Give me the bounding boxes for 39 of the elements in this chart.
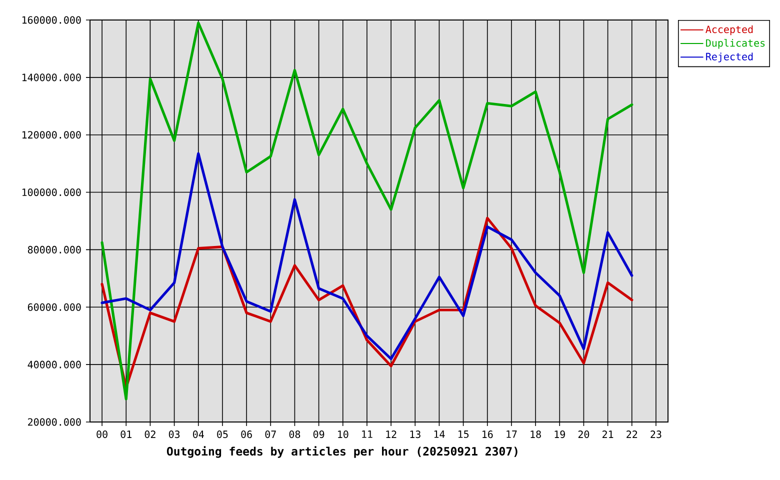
- x-tick-label: 13: [410, 430, 420, 438]
- x-tick-label: 15: [458, 430, 469, 438]
- x-tick-label: 03: [168, 430, 180, 438]
- x-tick-label: 12: [386, 430, 396, 438]
- line-series: [100, 152, 634, 360]
- line-series: [100, 22, 634, 400]
- x-tick-label: 10: [338, 430, 348, 438]
- x-tick-label: 19: [554, 430, 565, 438]
- x-tick-label: 17: [506, 430, 517, 438]
- x-tick-label: 07: [265, 430, 276, 438]
- x-tick-label: 09: [313, 430, 324, 438]
- x-tick-label: 23: [650, 430, 662, 438]
- x-tick-label: 00: [96, 430, 108, 438]
- y-tick-label: 40000.000: [28, 360, 81, 368]
- y-tick-label: 140000.000: [22, 74, 81, 82]
- x-tick-label: 18: [530, 430, 541, 438]
- legend-label: Accepted: [706, 25, 753, 36]
- x-tick-label: 21: [602, 430, 614, 438]
- y-tick-label: 160000.000: [22, 16, 81, 24]
- y-tick-label: 60000.000: [28, 303, 81, 311]
- y-tick-label: 20000.000: [28, 418, 81, 426]
- x-tick-label: 05: [217, 430, 228, 438]
- x-tick-label: 20: [578, 430, 590, 438]
- x-tick-label: 16: [482, 430, 493, 438]
- x-tick-label: 04: [193, 430, 204, 438]
- y-tick-label: 120000.000: [22, 131, 81, 139]
- x-tick-label: 11: [362, 430, 372, 438]
- y-tick-label: 80000.000: [28, 246, 81, 254]
- x-tick-label: 08: [289, 430, 300, 438]
- x-axis-title: Outgoing feeds by articles per hour (20250921 2307): [166, 446, 518, 458]
- x-tick-label: 22: [626, 430, 638, 438]
- legend-label: Rejected: [706, 52, 753, 62]
- y-tick-label: 100000.000: [22, 188, 81, 196]
- line-series: [100, 216, 634, 389]
- legend-label: Duplicates: [706, 38, 765, 49]
- x-tick-label: 14: [434, 430, 445, 438]
- x-tick-label: 06: [241, 430, 252, 438]
- x-tick-label: 01: [120, 430, 132, 438]
- x-tick-label: 02: [144, 430, 156, 438]
